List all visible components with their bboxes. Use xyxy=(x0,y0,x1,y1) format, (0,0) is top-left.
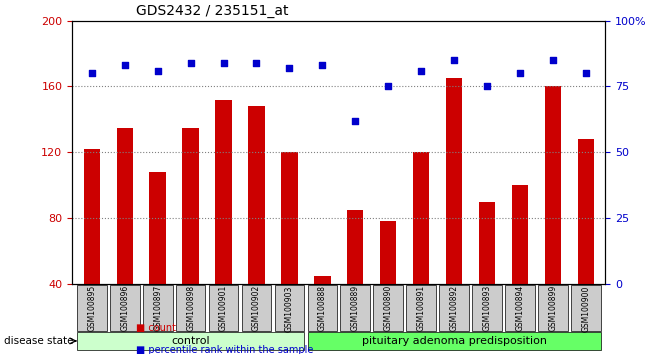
Text: GSM100888: GSM100888 xyxy=(318,285,327,331)
Bar xyxy=(347,210,363,284)
Point xyxy=(251,60,262,65)
Point xyxy=(350,118,361,124)
FancyBboxPatch shape xyxy=(242,285,271,331)
Text: GSM100898: GSM100898 xyxy=(186,285,195,331)
Text: ■ count: ■ count xyxy=(136,324,176,333)
FancyBboxPatch shape xyxy=(143,285,173,331)
FancyBboxPatch shape xyxy=(110,285,139,331)
FancyBboxPatch shape xyxy=(374,285,403,331)
Text: ■ percentile rank within the sample: ■ percentile rank within the sample xyxy=(136,344,314,354)
Bar xyxy=(413,152,430,284)
Bar xyxy=(446,78,462,284)
Text: GSM100899: GSM100899 xyxy=(548,285,557,331)
Point xyxy=(87,70,97,76)
Bar xyxy=(117,127,133,284)
Point xyxy=(581,70,591,76)
FancyBboxPatch shape xyxy=(275,285,304,331)
Text: GSM100903: GSM100903 xyxy=(285,285,294,332)
Point xyxy=(449,57,459,63)
Text: GSM100897: GSM100897 xyxy=(153,285,162,331)
Text: control: control xyxy=(171,336,210,346)
Bar xyxy=(281,152,298,284)
Text: GSM100896: GSM100896 xyxy=(120,285,130,331)
Point xyxy=(120,63,130,68)
FancyBboxPatch shape xyxy=(340,285,370,331)
Text: GSM100902: GSM100902 xyxy=(252,285,261,331)
Text: GSM100890: GSM100890 xyxy=(383,285,393,331)
Point xyxy=(383,84,393,89)
Bar xyxy=(380,221,396,284)
Bar xyxy=(150,172,166,284)
FancyBboxPatch shape xyxy=(472,285,502,331)
FancyBboxPatch shape xyxy=(571,285,600,331)
FancyBboxPatch shape xyxy=(209,285,238,331)
Point xyxy=(482,84,492,89)
Text: GSM100893: GSM100893 xyxy=(482,285,492,331)
Text: GSM100895: GSM100895 xyxy=(87,285,96,331)
FancyBboxPatch shape xyxy=(176,285,206,331)
Bar xyxy=(545,86,561,284)
Point xyxy=(152,68,163,74)
Text: GDS2432 / 235151_at: GDS2432 / 235151_at xyxy=(136,4,288,18)
Point xyxy=(515,70,525,76)
FancyBboxPatch shape xyxy=(406,285,436,331)
Text: GSM100900: GSM100900 xyxy=(581,285,590,332)
FancyBboxPatch shape xyxy=(77,285,107,331)
Bar xyxy=(77,332,304,350)
Bar xyxy=(248,106,265,284)
FancyBboxPatch shape xyxy=(307,285,337,331)
Bar xyxy=(478,202,495,284)
Point xyxy=(284,65,295,71)
Text: pituitary adenoma predisposition: pituitary adenoma predisposition xyxy=(361,336,547,346)
Text: GSM100894: GSM100894 xyxy=(516,285,525,331)
Text: GSM100889: GSM100889 xyxy=(351,285,360,331)
FancyBboxPatch shape xyxy=(505,285,534,331)
Bar xyxy=(182,127,199,284)
Bar xyxy=(314,276,331,284)
Text: disease state: disease state xyxy=(5,336,74,346)
Point xyxy=(416,68,426,74)
Point xyxy=(317,63,327,68)
Point xyxy=(218,60,229,65)
Text: GSM100892: GSM100892 xyxy=(450,285,458,331)
FancyBboxPatch shape xyxy=(538,285,568,331)
Text: GSM100901: GSM100901 xyxy=(219,285,228,331)
Bar xyxy=(83,149,100,284)
Bar xyxy=(307,332,600,350)
Bar xyxy=(215,99,232,284)
FancyBboxPatch shape xyxy=(439,285,469,331)
Text: GSM100891: GSM100891 xyxy=(417,285,426,331)
Point xyxy=(547,57,558,63)
Bar xyxy=(577,139,594,284)
Point xyxy=(186,60,196,65)
Bar xyxy=(512,185,528,284)
